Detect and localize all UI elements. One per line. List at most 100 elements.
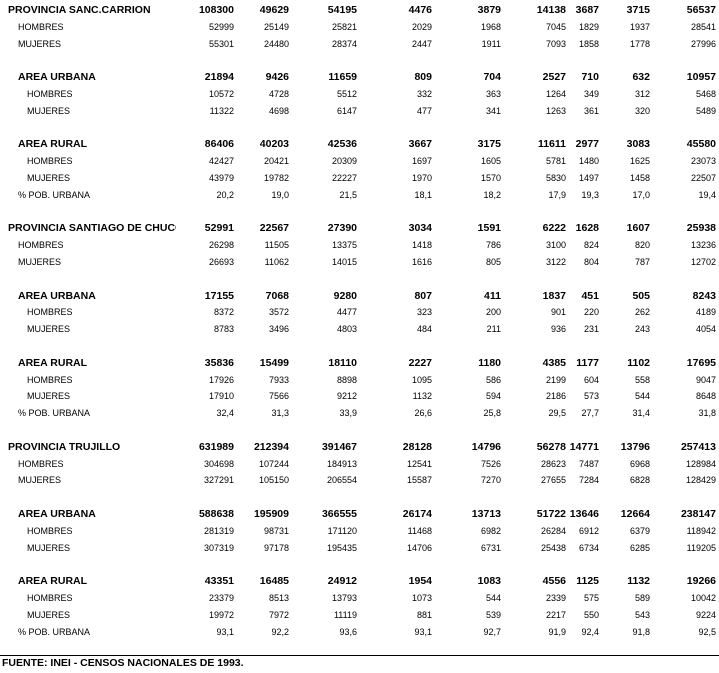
row-label: MUJERES	[27, 324, 71, 335]
cell-value: 1177	[576, 356, 599, 369]
cell-value: 28128	[402, 440, 432, 453]
cell-value: 2217	[545, 609, 566, 620]
cell-value: 2227	[408, 356, 432, 369]
cell-value: 3879	[477, 4, 501, 16]
cell-value: 20,2	[216, 189, 234, 200]
cell-value: 11505	[264, 240, 289, 251]
cell-value: 26693	[208, 257, 234, 267]
cell-value: 573	[583, 391, 599, 402]
cell-value: 1858	[578, 38, 599, 49]
cell-value: 195909	[253, 508, 289, 520]
cell-value: 936	[550, 324, 566, 335]
cell-value: 901	[550, 307, 566, 318]
cell-value: 25821	[331, 21, 357, 32]
cell-value: 40203	[259, 138, 289, 151]
cell-value: 327291	[203, 475, 234, 486]
row-label: HOMBRES	[27, 525, 73, 536]
cell-value: 5830	[545, 173, 566, 183]
cell-value: 704	[483, 71, 501, 84]
cell-value: 881	[416, 609, 432, 620]
cell-value: 17,0	[632, 189, 650, 200]
cell-value: 8513	[268, 593, 289, 603]
cell-value: 7284	[578, 475, 599, 486]
cell-value: 1625	[629, 156, 650, 167]
cell-value: 1570	[480, 173, 501, 183]
cell-value: 22227	[331, 173, 357, 183]
cell-value: 15587	[406, 475, 432, 486]
cell-value: 5512	[336, 89, 357, 99]
cell-value: 11119	[333, 609, 357, 620]
cell-value: 10572	[208, 89, 234, 99]
cell-value: 4385	[542, 356, 566, 369]
cell-value: 9047	[695, 374, 716, 385]
rule	[0, 655, 719, 656]
cell-value: 13375	[331, 240, 357, 251]
cell-value: 1697	[411, 156, 432, 167]
cell-value: 97178	[263, 542, 289, 553]
cell-value: 26298	[208, 240, 234, 251]
cell-value: 27996	[690, 38, 716, 49]
cell-value: 128984	[685, 458, 716, 469]
cell-value: 1937	[629, 21, 650, 32]
cell-value: 17695	[686, 356, 716, 369]
cell-value: 4189	[695, 307, 716, 318]
cell-value: 25149	[263, 21, 289, 32]
cell-value: 23073	[690, 156, 716, 167]
cell-value: 31,4	[632, 408, 650, 419]
cell-value: 786	[485, 240, 501, 251]
cell-value: 2029	[411, 21, 432, 32]
row-label: MUJERES	[18, 475, 62, 486]
cell-value: 2339	[545, 593, 566, 603]
cell-value: 32,4	[216, 408, 234, 419]
cell-value: 98731	[263, 525, 289, 536]
cell-value: 20309	[331, 156, 357, 167]
row-label: HOMBRES	[27, 89, 73, 99]
cell-value: 119205	[686, 542, 716, 553]
cell-value: 14015	[331, 257, 357, 267]
cell-value: 49629	[259, 4, 289, 16]
cell-value: 11659	[328, 71, 357, 84]
cell-value: 1591	[477, 222, 501, 235]
cell-value: 281319	[203, 525, 234, 536]
row-label: HOMBRES	[27, 156, 73, 167]
cell-value: 361	[583, 105, 599, 116]
cell-value: 17910	[208, 391, 234, 402]
cell-value: 1829	[578, 21, 599, 32]
cell-value: 238147	[680, 508, 716, 520]
row-label: MUJERES	[18, 257, 62, 267]
cell-value: 19266	[686, 575, 716, 588]
cell-value: 1911	[481, 38, 501, 49]
cell-value: 14138	[536, 4, 566, 16]
cell-value: 31,8	[698, 408, 716, 419]
cell-value: 118942	[686, 525, 716, 536]
cell-value: 19,3	[581, 189, 599, 200]
cell-value: 323	[416, 307, 432, 318]
cell-value: 13646	[569, 508, 599, 520]
cell-value: 6147	[336, 105, 357, 116]
cell-value: 1083	[477, 575, 501, 588]
cell-value: 4476	[408, 4, 432, 16]
cell-value: 451	[581, 289, 599, 302]
cell-value: 332	[416, 89, 432, 99]
cell-value: 6968	[629, 458, 650, 469]
cell-value: 9426	[265, 71, 289, 84]
cell-value: 544	[485, 593, 501, 603]
cell-value: 243	[634, 324, 650, 335]
cell-value: 8898	[336, 374, 357, 385]
cell-value: 51722	[536, 508, 566, 520]
cell-value: 1616	[411, 257, 432, 267]
cell-value: 349	[583, 89, 599, 99]
cell-value: 1132	[412, 391, 432, 402]
cell-value: 588638	[198, 508, 234, 520]
cell-value: 824	[583, 240, 599, 251]
cell-value: 8243	[692, 289, 716, 302]
cell-value: 6222	[542, 222, 566, 235]
cell-value: 12702	[690, 257, 716, 267]
cell-value: 539	[485, 609, 501, 620]
cell-value: 1102	[627, 356, 650, 369]
cell-value: 21,5	[339, 189, 357, 200]
cell-value: 13713	[471, 508, 501, 520]
cell-value: 7487	[578, 458, 599, 469]
cell-value: 3034	[408, 222, 432, 235]
cell-value: 29,5	[548, 408, 566, 419]
